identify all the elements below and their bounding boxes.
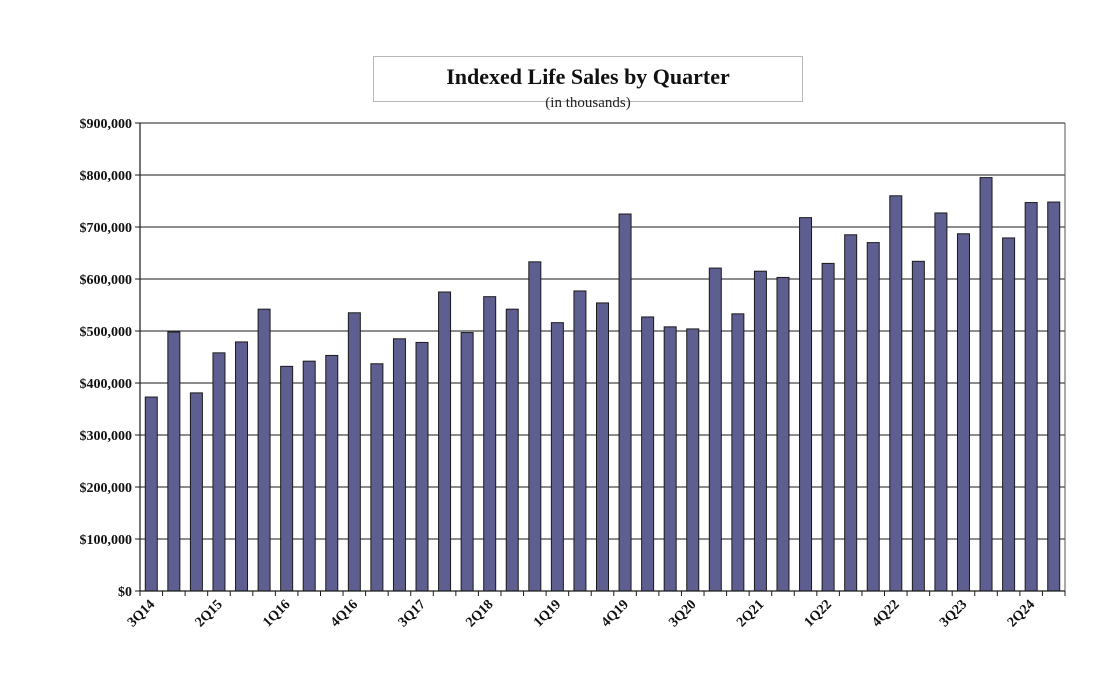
bar <box>167 331 181 592</box>
bar <box>460 332 474 592</box>
bar <box>1024 202 1038 592</box>
y-tick-label: $400,000 <box>80 377 133 392</box>
y-tick-label: $100,000 <box>80 533 133 548</box>
chart-title-box <box>373 56 803 102</box>
x-tick-label: 3Q23 <box>937 597 970 630</box>
bar <box>1047 201 1061 592</box>
bar <box>641 316 655 592</box>
chart-title: Indexed Life Sales by Quarter <box>446 64 730 89</box>
x-tick-label: 4Q22 <box>869 597 902 630</box>
bar <box>934 212 948 592</box>
bar <box>708 267 722 592</box>
bar <box>438 291 452 592</box>
x-tick-label: 4Q16 <box>328 597 361 630</box>
bar <box>956 233 970 592</box>
y-tick-label: $600,000 <box>80 273 133 288</box>
bar <box>1002 237 1016 592</box>
x-tick-label: 2Q18 <box>463 597 496 630</box>
bar <box>144 396 158 592</box>
bar <box>799 217 813 592</box>
x-tick-label: 2Q21 <box>734 597 767 630</box>
bar <box>979 177 993 592</box>
bar <box>212 352 226 592</box>
x-tick-label: 2Q24 <box>1005 597 1038 630</box>
bar <box>528 261 542 592</box>
y-tick-label: $200,000 <box>80 481 133 496</box>
bar <box>753 270 767 592</box>
bar <box>347 312 361 592</box>
bar <box>663 326 677 592</box>
bar <box>505 308 519 592</box>
x-tick-label: 3Q17 <box>396 597 429 630</box>
bar <box>415 341 429 592</box>
y-tick-label: $900,000 <box>80 117 133 132</box>
bar <box>889 195 903 592</box>
bar <box>189 392 203 592</box>
bar <box>596 302 609 592</box>
bar <box>866 242 880 592</box>
x-tick-label: 1Q22 <box>802 597 835 630</box>
bar <box>392 338 406 592</box>
bar <box>731 313 745 592</box>
x-tick-label: 2Q15 <box>193 597 226 630</box>
y-tick-label: $300,000 <box>80 429 133 444</box>
bar <box>370 363 384 592</box>
bar <box>821 262 835 592</box>
y-tick-label: $800,000 <box>80 169 133 184</box>
bar <box>618 213 632 592</box>
bar <box>257 308 271 592</box>
bar <box>911 260 925 592</box>
y-tick-label: $700,000 <box>80 221 133 236</box>
x-tick-label: 4Q19 <box>599 597 632 630</box>
bar <box>483 296 497 592</box>
bar <box>280 365 294 592</box>
bar <box>235 341 249 592</box>
y-tick-label: $0 <box>118 585 132 600</box>
bar <box>302 360 316 592</box>
chart-subtitle: (in thousands) <box>545 95 631 111</box>
x-tick-label: 3Q14 <box>125 597 158 630</box>
x-tick-label: 1Q16 <box>260 597 293 630</box>
bar <box>325 354 339 592</box>
bar <box>686 328 700 592</box>
bar <box>776 276 790 592</box>
y-tick-label: $500,000 <box>80 325 133 340</box>
bar <box>550 322 564 592</box>
bar <box>573 290 587 592</box>
x-tick-label: 3Q20 <box>666 597 699 630</box>
bar <box>844 234 858 592</box>
x-tick-label: 1Q19 <box>531 597 564 630</box>
